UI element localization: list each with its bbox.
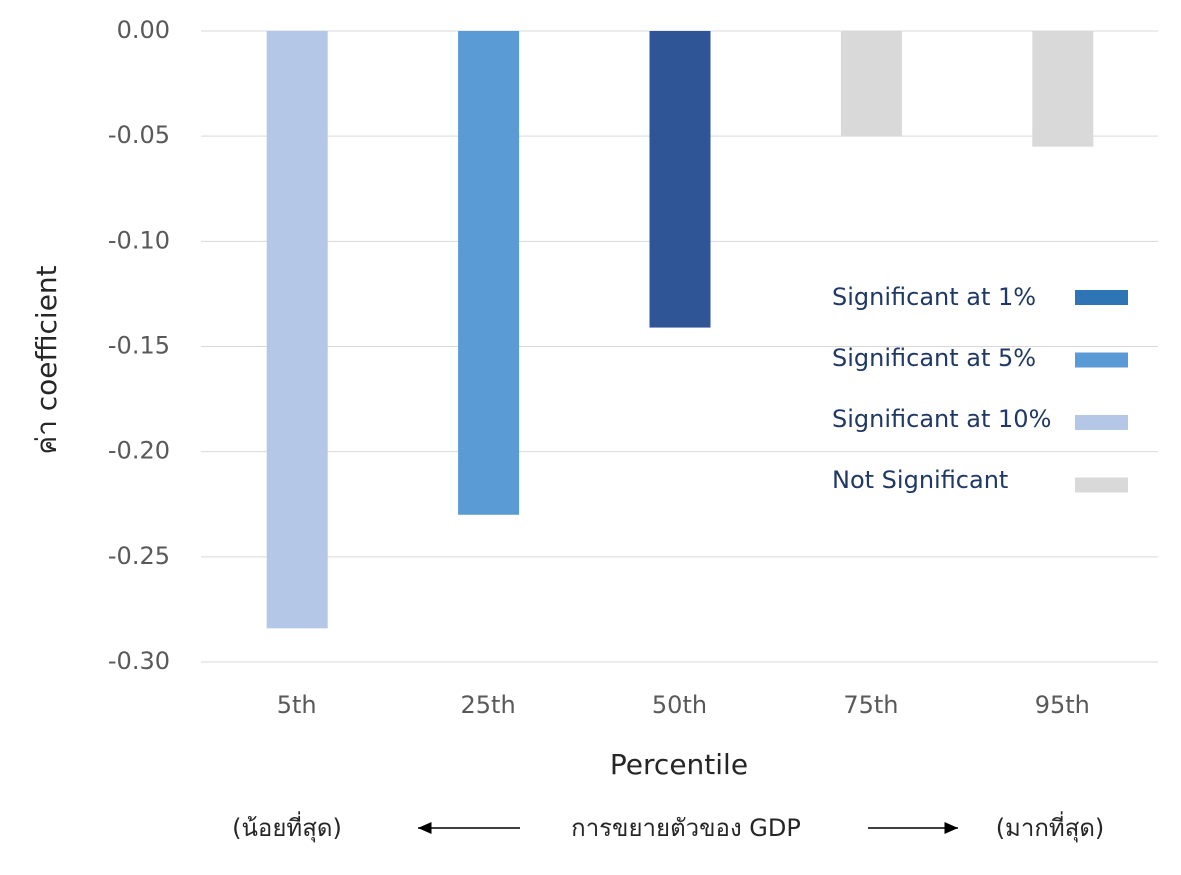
legend-swatch: [1075, 352, 1128, 368]
x-tick-label: 95th: [1035, 691, 1090, 719]
y-tick-label: -0.30: [108, 647, 170, 675]
legend-swatch: [1075, 290, 1128, 305]
y-tick-label: -0.25: [108, 542, 170, 570]
legend-swatch: [1075, 415, 1128, 430]
legend-label: Not Significant: [832, 466, 1008, 494]
y-tick-label: -0.10: [108, 226, 170, 254]
x-tick-label: 75th: [843, 691, 898, 719]
annotation-center: การขยายตัวของ GDP: [571, 814, 801, 842]
x-tick-label: 5th: [277, 691, 317, 719]
bar: [266, 31, 328, 629]
annotation-left: (น้อยที่สุด): [232, 811, 342, 843]
y-axis-title: ค่า coefficient: [30, 265, 63, 454]
y-tick-label: -0.15: [108, 332, 170, 360]
legend-label: Significant at 5%: [832, 344, 1036, 372]
y-tick-label: -0.20: [108, 437, 170, 465]
x-axis-title: Percentile: [610, 748, 748, 781]
x-tick-label: 25th: [461, 691, 516, 719]
y-tick-label: -0.05: [108, 121, 170, 149]
x-tick-label: 50th: [652, 691, 707, 719]
bar: [458, 31, 520, 515]
legend-label: Significant at 10%: [832, 405, 1051, 433]
y-tick-label: 0.00: [117, 16, 170, 44]
legend-swatch: [1075, 477, 1128, 493]
bar: [649, 31, 711, 328]
legend-label: Significant at 1%: [832, 283, 1036, 311]
annotation-right: (มากที่สุด): [996, 811, 1105, 843]
bar: [840, 31, 902, 137]
bar: [1032, 31, 1094, 147]
